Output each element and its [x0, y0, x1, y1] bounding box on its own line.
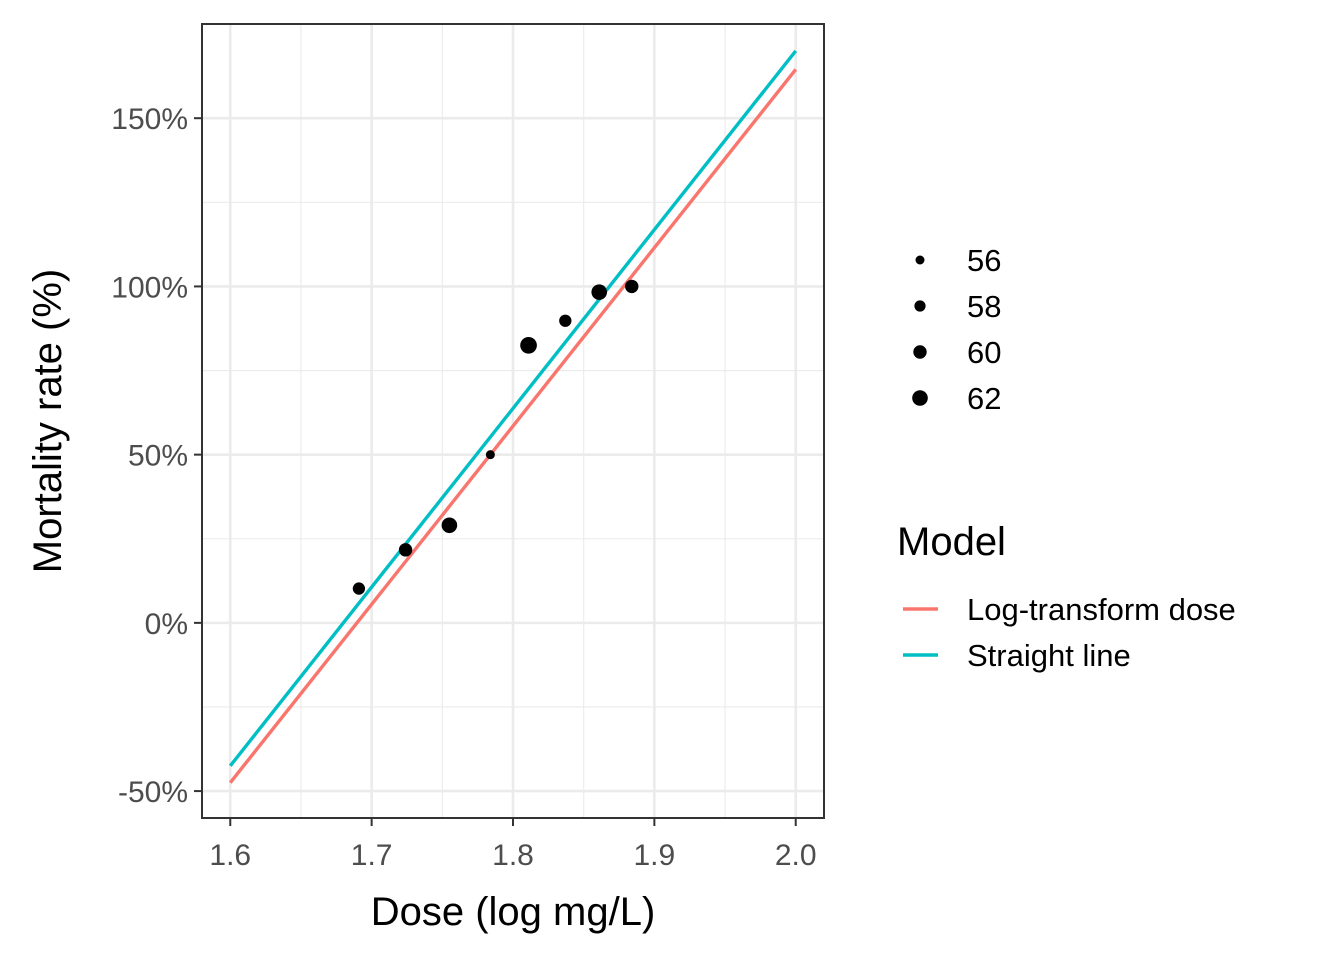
data-point: [398, 543, 413, 557]
y-axis-title: Mortality rate (%): [26, 269, 70, 574]
x-tick-label: 1.7: [351, 839, 393, 872]
data-point: [591, 284, 608, 300]
series-lines: [228, 49, 798, 784]
data-point: [441, 517, 458, 534]
x-tick-label: 2.0: [775, 839, 817, 872]
size-legend-key: [914, 300, 926, 312]
series-line: [228, 49, 798, 767]
x-tick-label: 1.6: [209, 839, 251, 872]
data-point: [559, 314, 572, 327]
size-legend-label: 56: [967, 243, 1001, 278]
size-legend-key: [915, 255, 925, 265]
y-tick-label: -50%: [118, 776, 188, 809]
color-legend-label: Straight line: [967, 638, 1131, 673]
color-legend: Log-transform dose Straight line: [903, 592, 1236, 673]
y-tick-label: 50%: [128, 440, 188, 473]
grid-major: [202, 24, 824, 818]
size-legend-label: 58: [967, 289, 1001, 324]
x-axis: 1.6 1.7 1.8 1.9 2.0: [209, 818, 817, 872]
color-legend-label: Log-transform dose: [967, 592, 1236, 627]
size-legend-key: [912, 390, 928, 406]
y-axis: -50% 0% 50% 100% 150%: [111, 103, 202, 809]
data-point: [352, 582, 366, 595]
x-axis-title: Dose (log mg/L): [371, 890, 656, 934]
x-tick-label: 1.8: [492, 839, 534, 872]
y-tick-label: 0%: [145, 608, 188, 641]
size-legend-label: 60: [967, 335, 1001, 370]
y-tick-label: 100%: [111, 271, 188, 304]
size-legend-key: [913, 345, 927, 359]
data-points: [352, 279, 639, 595]
data-point: [625, 279, 639, 294]
data-point: [485, 450, 495, 460]
y-tick-label: 150%: [111, 103, 188, 136]
series-line: [228, 68, 798, 784]
size-legend-label: 62: [967, 381, 1001, 416]
size-legend: 56 58 60 62: [912, 243, 1001, 416]
data-point: [520, 336, 537, 354]
legend-title: Model: [897, 520, 1006, 564]
x-tick-label: 1.9: [634, 839, 676, 872]
